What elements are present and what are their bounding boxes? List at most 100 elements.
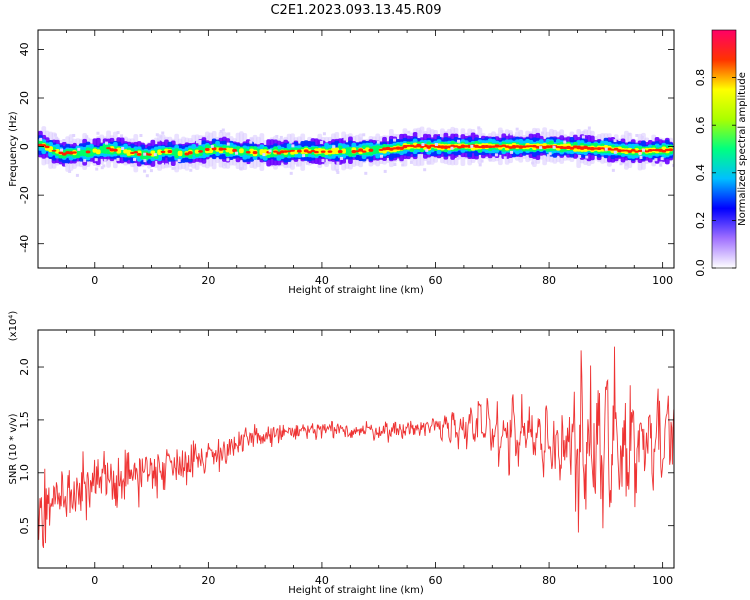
spectrogram-speckle bbox=[585, 155, 589, 159]
spectrogram-speckle bbox=[296, 163, 300, 167]
spectrogram-speckle bbox=[613, 139, 617, 143]
spectrogram-speckle bbox=[510, 150, 514, 154]
spectrogram-cell bbox=[126, 149, 132, 156]
spectrogram-cell bbox=[194, 149, 200, 154]
spectrogram-cell bbox=[617, 149, 622, 153]
spectrogram-ticks: 0 20 40 60 80 100 -40 -20 0 20 40 bbox=[18, 30, 674, 287]
spectrogram-speckle bbox=[343, 137, 347, 141]
spectrogram-speckle bbox=[85, 135, 89, 139]
spectrogram-cell bbox=[668, 148, 674, 152]
spectrogram-speckle bbox=[120, 134, 124, 138]
spectrogram-cell bbox=[290, 149, 295, 152]
spectrogram-speckle bbox=[165, 163, 169, 167]
spectrogram-speckle bbox=[275, 134, 279, 138]
spectrogram-speckle bbox=[376, 140, 380, 144]
spectrogram-cell bbox=[218, 147, 224, 151]
spectrogram-cell bbox=[661, 149, 667, 153]
snr-x-tick-label: 40 bbox=[315, 574, 329, 587]
spectrogram-speckle bbox=[423, 168, 427, 172]
spectrogram-speckle bbox=[72, 133, 76, 137]
spectrogram-speckle bbox=[143, 169, 147, 173]
spectrogram-speckle bbox=[250, 137, 254, 141]
spectrogram-cell bbox=[136, 152, 142, 156]
spectrogram-speckle bbox=[116, 157, 120, 161]
spectrogram-speckle bbox=[332, 145, 336, 149]
spectrogram-speckle bbox=[177, 159, 181, 163]
colorbar-tick-label: 0.6 bbox=[694, 116, 707, 134]
spectrogram-speckle bbox=[243, 162, 247, 166]
spectrogram-speckle bbox=[133, 158, 137, 162]
spectrogram-cell bbox=[106, 147, 111, 150]
spectrogram-cell bbox=[160, 150, 166, 154]
snr-y-tick-label: 1.0 bbox=[18, 464, 31, 482]
spectrogram-cell bbox=[307, 151, 312, 154]
spectrogram-cell bbox=[313, 150, 319, 154]
snr-y-tick-label: 2.0 bbox=[18, 358, 31, 376]
spectrogram-cell bbox=[228, 147, 234, 154]
spectrogram-speckle bbox=[198, 141, 202, 145]
spectrogram-speckle bbox=[235, 151, 239, 155]
spectrogram-speckle bbox=[83, 159, 87, 163]
spectrogram-speckle bbox=[302, 154, 306, 158]
spectrogram-speckle bbox=[393, 162, 397, 166]
spectrogram-speckle bbox=[336, 170, 340, 174]
spectrogram-speckle bbox=[161, 131, 165, 135]
spectrogram-speckle bbox=[64, 163, 68, 167]
spectrogram-cell bbox=[51, 149, 57, 152]
spectrogram-cell bbox=[569, 146, 575, 150]
spectrogram-cell bbox=[245, 151, 251, 154]
spectrogram-speckle bbox=[425, 148, 429, 152]
colorbar-tick-label: 0.4 bbox=[694, 164, 707, 182]
chart-title: C2E1.2023.093.13.45.R09 bbox=[270, 3, 441, 18]
spectrogram-speckle bbox=[409, 160, 413, 164]
spectrogram-speckle bbox=[470, 144, 474, 148]
spectrogram-speckle bbox=[531, 161, 535, 165]
spectrogram-speckle bbox=[500, 130, 504, 134]
spectrogram-speckle bbox=[578, 154, 582, 158]
spectrogram-cell bbox=[310, 150, 316, 152]
spectrogram-cell bbox=[358, 148, 364, 152]
spectrogram-y-tick-label: 0 bbox=[18, 143, 31, 150]
spectrogram-frame bbox=[37, 29, 675, 269]
spectrogram-cell bbox=[95, 149, 101, 155]
spectrogram-speckle bbox=[190, 139, 194, 143]
snr-x-tick-label: 60 bbox=[429, 574, 443, 587]
spectrogram-speckle bbox=[60, 148, 64, 152]
spectrogram-speckle bbox=[619, 162, 623, 166]
spectrogram-cell bbox=[211, 147, 217, 151]
spectrogram-cell bbox=[187, 151, 193, 155]
spectrogram-cell bbox=[276, 151, 282, 155]
spectrogram-speckle bbox=[226, 142, 230, 146]
spectrogram-speckle bbox=[262, 153, 266, 157]
spectrogram-y-axis-title: Frequency (Hz) bbox=[8, 111, 19, 187]
spectrogram-speckle bbox=[145, 174, 149, 178]
spectrogram-cell bbox=[334, 147, 340, 154]
spectrogram-cell bbox=[613, 147, 619, 151]
spectrogram-cell bbox=[157, 149, 163, 155]
spectrogram-cell bbox=[252, 150, 258, 155]
snr-ticks: 0 20 40 60 80 100 0.5 1.0 1.5 2.0 bbox=[18, 330, 674, 587]
spectrogram-speckle bbox=[604, 147, 608, 151]
spectrogram-cell bbox=[341, 148, 347, 154]
spectrogram-speckle bbox=[672, 163, 674, 167]
spectrogram-speckle bbox=[494, 153, 498, 157]
spectrogram-cell bbox=[365, 147, 370, 153]
snr-x-tick-label: 0 bbox=[91, 574, 98, 587]
snr-frame bbox=[37, 329, 675, 569]
spectrogram-cell bbox=[72, 151, 77, 154]
spectrogram-speckle bbox=[116, 131, 120, 135]
spectrogram-cell bbox=[167, 149, 173, 154]
spectrogram-cell bbox=[620, 149, 626, 152]
spectrogram-x-tick-label: 60 bbox=[429, 274, 443, 287]
spectrogram-speckle bbox=[53, 133, 57, 137]
spectrogram-speckle bbox=[195, 140, 199, 144]
spectrogram-cell bbox=[395, 146, 401, 150]
spectrogram-speckle bbox=[335, 168, 339, 172]
spectrogram-speckle bbox=[515, 127, 519, 131]
spectrogram-speckle bbox=[478, 163, 482, 167]
spectrogram-speckle bbox=[103, 159, 107, 163]
spectrogram-cell bbox=[116, 147, 122, 154]
spectrogram-cell bbox=[147, 153, 152, 156]
spectrogram-speckle bbox=[139, 134, 143, 138]
spectrogram-speckle bbox=[450, 146, 454, 150]
